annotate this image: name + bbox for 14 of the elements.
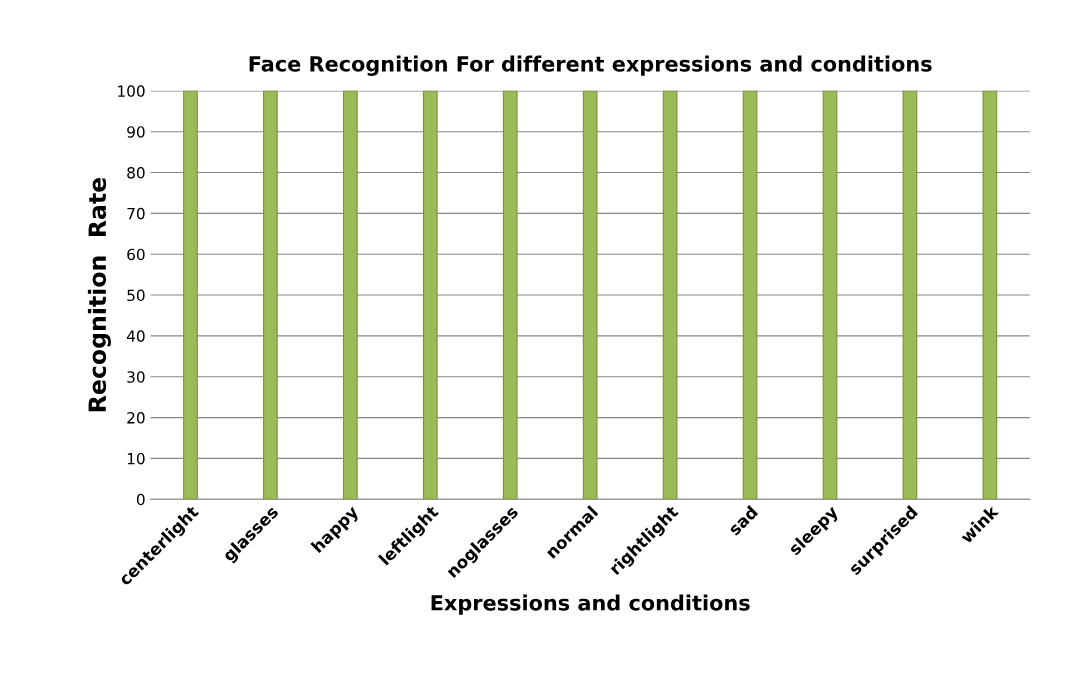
y-tick-label: 10 <box>127 452 145 465</box>
x-axis-title: Expressions and conditions <box>431 594 750 615</box>
y-tick-label: 40 <box>126 330 145 342</box>
y-tick-label: 70 <box>127 207 145 220</box>
y-axis-title: Recognition Rate <box>87 177 111 412</box>
y-tick-label: 60 <box>127 248 145 261</box>
y-tick-label: 90 <box>127 126 145 138</box>
y-tick-label: 100 <box>118 85 145 97</box>
y-tick-label: 20 <box>127 412 145 424</box>
y-tick-label: 0 <box>136 493 145 506</box>
chart-title: Face Recognition For different expressions and conditions <box>249 55 932 76</box>
y-tick-label: 50 <box>127 289 145 302</box>
y-tick-label: 30 <box>127 371 145 383</box>
y-tick-label: 80 <box>127 166 145 179</box>
